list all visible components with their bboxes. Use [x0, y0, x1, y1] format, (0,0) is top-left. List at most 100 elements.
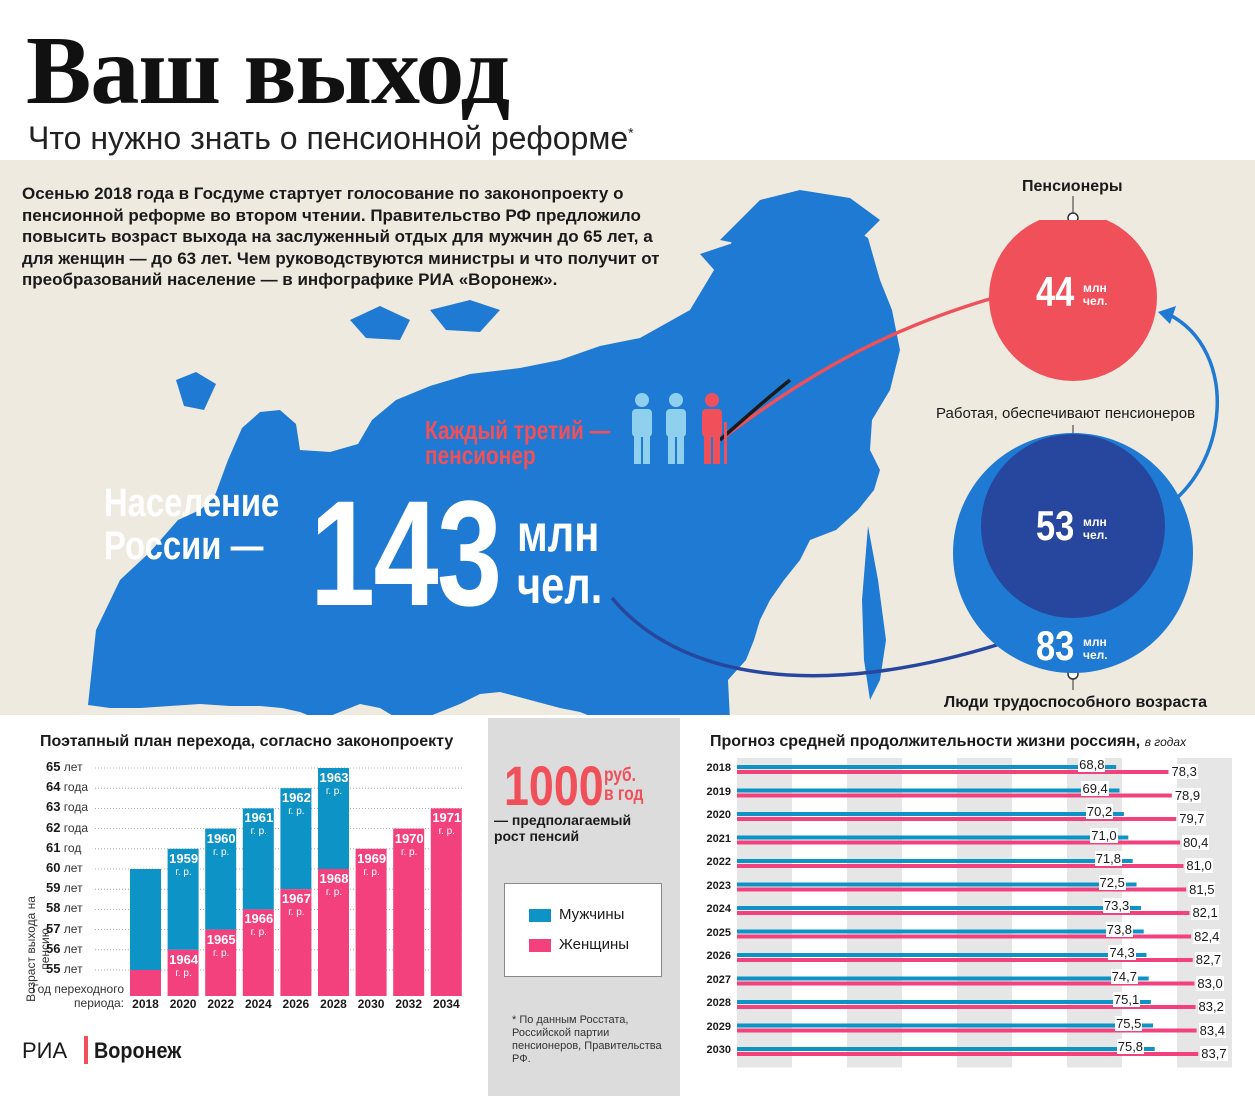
plan-ytick: 65 лет [46, 759, 83, 774]
pension-growth-value: 1000 [504, 754, 604, 817]
life-bar-women [737, 770, 1169, 774]
life-value-women: 80,4 [1182, 834, 1210, 850]
plan-ytick-unit: года [60, 800, 89, 815]
plan-bar-women-label: 1970 г. р. [392, 832, 426, 859]
plan-ytick: 57 лет [46, 921, 83, 936]
population-unit: млн чел. [517, 508, 602, 612]
life-bar-men [737, 765, 1117, 769]
plan-bar-women-suffix: г. р. [250, 927, 267, 939]
person-elder-icon [702, 393, 727, 464]
life-year-label: 2024 [706, 903, 731, 915]
plan-bar-men [318, 768, 349, 869]
people-icons [632, 393, 727, 464]
life-bar-men [737, 835, 1129, 840]
plan-ytick: 64 года [46, 779, 88, 794]
plan-bar-women-suffix: г. р. [288, 907, 305, 919]
pension-growth-unit2: в год [604, 784, 644, 805]
plan-ytick-unit: лет [60, 901, 83, 916]
working-support-value: 53 [1036, 502, 1075, 549]
plan-bar-women-label: 1968 г. р. [317, 872, 351, 899]
logo-ria: РИА [22, 1038, 68, 1063]
plan-ytick: 58 лет [46, 900, 83, 915]
life-value-women: 79,7 [1178, 811, 1206, 826]
plan-ytick-number: 60 [46, 860, 61, 875]
working-support-unit2: чел. [1083, 528, 1108, 542]
plan-bar-women [130, 970, 161, 996]
life-value-women: 81,0 [1185, 858, 1213, 873]
life-bar-men [737, 906, 1141, 910]
population-circles [953, 220, 1193, 673]
life-value-men: 68,8 [1078, 757, 1106, 772]
life-value-women: 83,0 [1196, 975, 1224, 991]
life-bar-women [737, 864, 1184, 868]
population-label-line1: Население [104, 481, 280, 525]
population-value: 143 [310, 469, 502, 637]
working-age-unit: млн чел. [1083, 636, 1108, 662]
plan-bar-women-label: 1964 г. р. [167, 951, 201, 980]
pension-growth-desc: — предполагаемый рост пенсий [494, 812, 631, 844]
person-man-icon [666, 393, 686, 464]
population-arc [610, 596, 1001, 678]
life-year-label: 2019 [706, 785, 731, 798]
life-bar-men [737, 976, 1149, 981]
plan-bar-women-year: 1964 [169, 951, 199, 967]
legend-men-swatch [529, 909, 551, 922]
life-year-label: 2025 [706, 926, 731, 939]
life-bar-men [737, 953, 1147, 957]
life-value-men: 75,1 [1112, 992, 1141, 1007]
plan-bar-women-label: 1969 г. р. [355, 852, 389, 879]
plan-ytick-number: 55 [46, 961, 61, 976]
plan-bar-women-label: 1971 г. р. [430, 811, 464, 838]
life-year-label: 2030 [706, 1044, 731, 1056]
life-bar-men [737, 1047, 1155, 1051]
working-age-unit1: млн [1083, 635, 1107, 649]
life-value-men: 73,3 [1102, 898, 1131, 913]
plan-ytick-number: 57 [46, 920, 61, 936]
life-chart-title-unit: в годах [1144, 735, 1187, 749]
life-value-men: 69,4 [1081, 780, 1109, 796]
working-support-circle [981, 434, 1165, 618]
plan-bar-women-year: 1965 [206, 931, 236, 947]
life-chart-title: Прогноз средней продолжительности жизни … [710, 733, 1186, 751]
plan-ytick-unit: года [60, 820, 89, 835]
life-year-label: 2029 [706, 1020, 731, 1033]
russia-map-shape [88, 190, 900, 715]
plan-bar-men [205, 828, 237, 930]
life-value-men: 75,8 [1116, 1039, 1145, 1054]
working-age-value: 83 [1036, 622, 1075, 669]
life-value-women: 82,4 [1193, 928, 1221, 944]
plan-ytick: 62 года [46, 820, 88, 835]
life-bar-men [737, 788, 1120, 793]
life-value-men: 70,2 [1085, 804, 1114, 819]
pensioners-arc [718, 294, 1001, 442]
third-line1: Каждый третий — [425, 415, 611, 445]
plan-ytick: 55 лет [46, 961, 83, 976]
plan-xtick: 2030 [357, 997, 385, 1011]
legend-men-label: Мужчины [559, 906, 625, 923]
life-value-women: 83,7 [1200, 1046, 1228, 1061]
footnote: * По данным Росстата, Российской партии … [512, 1014, 662, 1065]
plan-xtick: 2032 [395, 997, 423, 1011]
population-unit-line2: чел. [517, 557, 603, 615]
plan-ytick-number: 56 [46, 940, 61, 956]
life-bar-women [737, 1005, 1196, 1009]
plan-bar-women [280, 889, 312, 996]
pensioners-arc-dark [718, 378, 792, 442]
plan-bar-men-year: 1963 [319, 770, 349, 785]
plan-bar-women-suffix: г. р. [438, 826, 455, 838]
pensioners-label: Пенсионеры [1022, 178, 1123, 195]
life-year-label: 2018 [706, 762, 731, 774]
working-age-label: Люди трудоспособного возраста [944, 694, 1207, 711]
plan-bar-women [242, 909, 274, 996]
life-value-women: 83,2 [1197, 999, 1225, 1014]
plan-ytick-unit: лет [60, 760, 83, 774]
life-bar-women [737, 887, 1187, 892]
plan-bar-men-suffix: г. р. [325, 786, 343, 797]
plan-ytick-number: 58 [46, 900, 61, 916]
plan-bar-women-label: 1965 г. р. [204, 931, 238, 960]
plan-chart [95, 767, 464, 996]
legend-women-label: Женщины [559, 936, 630, 953]
life-bar-women [737, 981, 1195, 986]
